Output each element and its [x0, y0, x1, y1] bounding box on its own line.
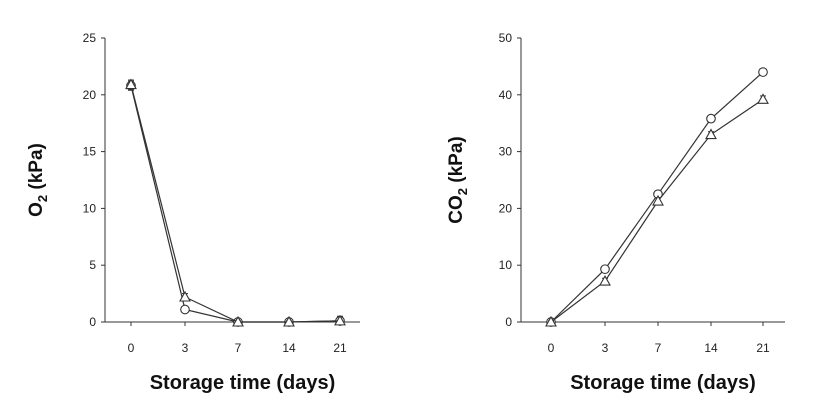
y-tick-label: 5 [89, 258, 96, 272]
data-point-circle [758, 67, 768, 77]
x-tick-label: 7 [655, 341, 662, 355]
x-tick-label: 14 [282, 341, 296, 355]
y-tick-label: 15 [83, 145, 97, 159]
x-tick-label: 7 [235, 341, 242, 355]
y-tick-label: 0 [505, 315, 512, 329]
x-tick-label: 14 [704, 341, 718, 355]
series-2 [125, 78, 346, 327]
y-axis-label: O2 (kPa) [26, 143, 50, 217]
data-point-triangle [652, 194, 664, 206]
x-tick-label: 3 [602, 341, 609, 355]
series-line [130, 85, 341, 323]
x-tick-label: 21 [756, 341, 770, 355]
series-line [130, 84, 341, 323]
data-point-triangle [179, 290, 191, 302]
y-tick-label: 20 [499, 201, 513, 215]
data-point-triangle [757, 93, 769, 104]
data-point-triangle [545, 315, 557, 327]
data-point-triangle [334, 314, 346, 326]
x-tick-label: 0 [548, 341, 555, 355]
data-point-triangle [705, 128, 717, 140]
y-tick-label: 10 [499, 258, 513, 272]
chart-panel-1: 0 5 10 15 20 25 0 3 7 14 21 O2 (kPa) Storage time (d… [26, 31, 360, 394]
series-line [550, 98, 764, 323]
series-1 [126, 80, 345, 327]
y-tick-label: 10 [83, 201, 97, 215]
y-axis-label: CO2 (kPa) [446, 136, 470, 223]
x-axis-label: Storage time (days) [570, 372, 756, 394]
x-tick-label: 3 [182, 341, 189, 355]
y-tick-label: 25 [83, 31, 97, 45]
x-tick-label: 21 [333, 341, 347, 355]
y-tick-label: 20 [83, 88, 97, 102]
data-point-triangle [125, 78, 137, 90]
y-tick-label: 30 [499, 145, 513, 159]
chart-panel-2: 0 10 20 30 40 50 0 3 7 14 21 CO2 (kPa) Storage time … [446, 31, 785, 394]
series-2 [545, 93, 769, 327]
x-axis-label: Storage time (days) [150, 372, 336, 394]
data-point-triangle [599, 274, 611, 286]
x-tick-label: 0 [128, 341, 135, 355]
data-point-triangle [232, 315, 244, 327]
y-tick-label: 0 [89, 315, 96, 329]
y-tick-label: 40 [499, 88, 513, 102]
data-point-circle [706, 113, 716, 124]
data-point-triangle [283, 315, 295, 327]
data-point-circle [600, 264, 610, 275]
data-point-circle [180, 304, 190, 315]
y-tick-label: 50 [499, 31, 513, 45]
